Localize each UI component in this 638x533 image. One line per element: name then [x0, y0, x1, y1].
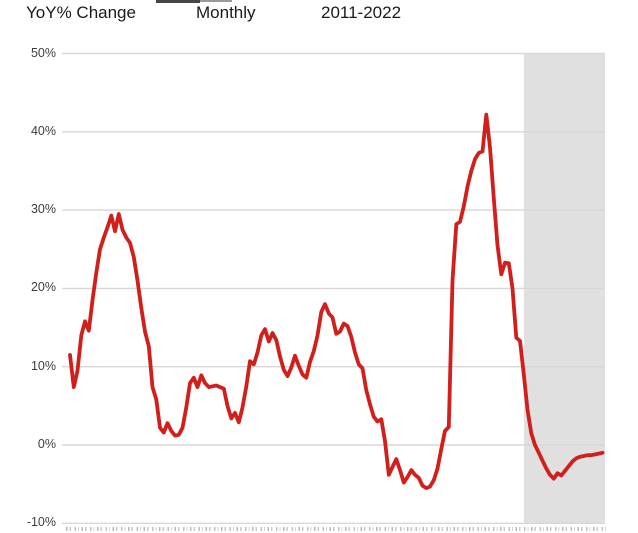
y-axis-labels: 50% 40% 30% 20% 10% 0% -10%	[0, 0, 56, 533]
cropped-header-artifact-faint	[200, 0, 232, 2]
chart-frequency: Monthly	[196, 3, 256, 22]
data-line-series	[68, 112, 605, 490]
y-tick-label--10: -10%	[26, 515, 56, 530]
chart-title: YoY% Change	[26, 3, 136, 22]
x-axis-cropped-tick-labels	[66, 527, 606, 531]
y-tick-label-10: 10%	[30, 358, 56, 373]
y-tick-label-50: 50%	[30, 45, 56, 60]
cropped-header-artifact	[156, 0, 200, 3]
y-tick-label-40: 40%	[30, 123, 56, 138]
chart-period: 2011-2022	[321, 3, 402, 22]
y-tick-label-20: 20%	[30, 280, 56, 295]
y-tick-label-0: 0%	[37, 437, 56, 451]
y-tick-label-30: 30%	[30, 202, 56, 217]
